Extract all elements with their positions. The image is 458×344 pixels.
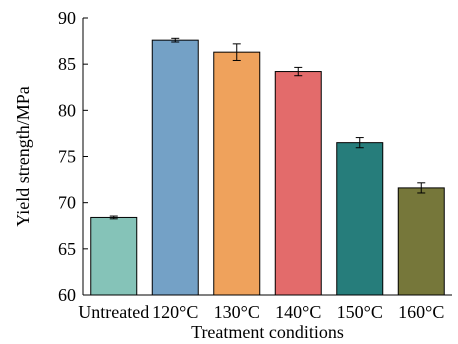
bar-4 xyxy=(336,142,384,296)
bars-group xyxy=(90,39,445,296)
error-bar-2 xyxy=(232,43,241,61)
error-bar-5 xyxy=(417,182,426,194)
y-tick-label: 90 xyxy=(58,8,76,28)
x-tick-label: 120°C xyxy=(152,302,198,322)
y-tick-label: 85 xyxy=(58,54,76,74)
bar-1 xyxy=(151,39,199,296)
bar-0 xyxy=(90,216,138,296)
error-bar-1 xyxy=(171,37,180,43)
bar-2 xyxy=(213,51,261,296)
bar-5 xyxy=(397,187,445,296)
x-tick-label: Untreated xyxy=(78,302,149,322)
y-tick-label: 70 xyxy=(58,193,76,213)
x-tick-label: 160°C xyxy=(398,302,444,322)
y-tick-label: 80 xyxy=(58,100,76,120)
error-bar-0 xyxy=(109,215,118,220)
y-ticks-group: 60 65 70 75 80 85 90 xyxy=(58,8,88,305)
y-tick-label: 65 xyxy=(58,239,76,259)
y-tick-label: 60 xyxy=(58,285,76,305)
bar-3 xyxy=(274,71,322,296)
y-axis-label: Yield strength/MPa xyxy=(13,86,33,227)
x-tick-label: 130°C xyxy=(214,302,260,322)
x-axis-label: Treatment conditions xyxy=(191,322,344,342)
y-tick-label: 75 xyxy=(58,147,76,167)
error-bar-3 xyxy=(294,66,303,77)
error-bar-4 xyxy=(355,137,364,149)
x-ticks-group: Untreated 120°C 130°C 140°C 150°C 160°C xyxy=(78,302,444,322)
x-tick-label: 150°C xyxy=(337,302,383,322)
error-bars-group xyxy=(109,37,426,220)
x-tick-label: 140°C xyxy=(275,302,321,322)
